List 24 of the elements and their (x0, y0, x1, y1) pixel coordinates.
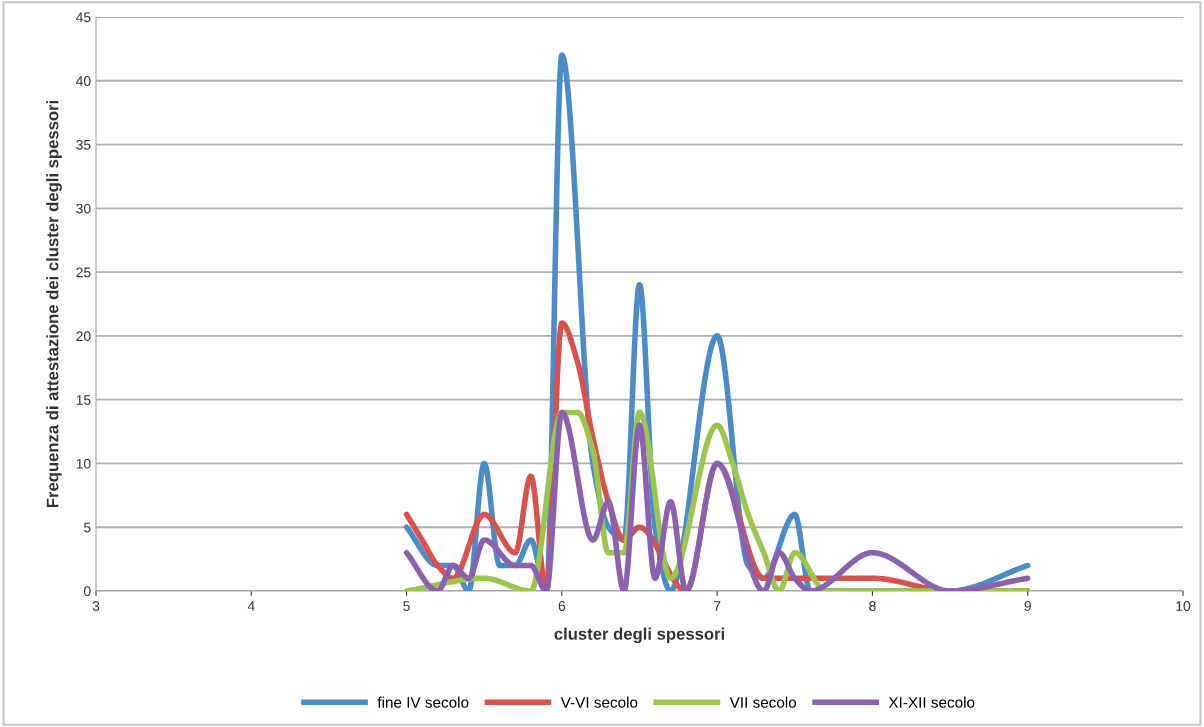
y-tick-label: 40 (76, 76, 91, 86)
legend-label: fine IV secolo (377, 696, 469, 708)
x-tick-label: 4 (247, 601, 255, 611)
legend-label: V-VI secolo (560, 696, 638, 708)
legend-label: XI-XII secolo (888, 696, 975, 708)
legend-label: VII secolo (729, 696, 797, 708)
x-tick-label: 3 (92, 601, 100, 611)
y-tick-label: 25 (76, 267, 91, 278)
y-tick-label: 0 (83, 586, 91, 597)
y-tick-label: 20 (76, 331, 91, 342)
x-tick-label: 8 (869, 601, 876, 611)
x-tick-label: 5 (403, 601, 410, 611)
y-tick-label: 10 (76, 458, 91, 469)
y-tick-label: 45 (76, 12, 91, 23)
y-tick-label: 5 (83, 522, 91, 533)
y-axis-title: Frequenza di attestazione dei cluster degli spessori (46, 100, 62, 508)
x-tick-label: 9 (1024, 601, 1031, 611)
x-axis-title: cluster degli spessori (554, 627, 725, 644)
x-tick-label: 7 (713, 601, 721, 611)
y-tick-label: 30 (76, 203, 91, 214)
y-tick-label: 15 (76, 395, 91, 405)
y-tick-label: 35 (76, 139, 91, 150)
x-tick-label: 10 (1176, 601, 1191, 611)
x-tick-label: 6 (558, 601, 566, 611)
